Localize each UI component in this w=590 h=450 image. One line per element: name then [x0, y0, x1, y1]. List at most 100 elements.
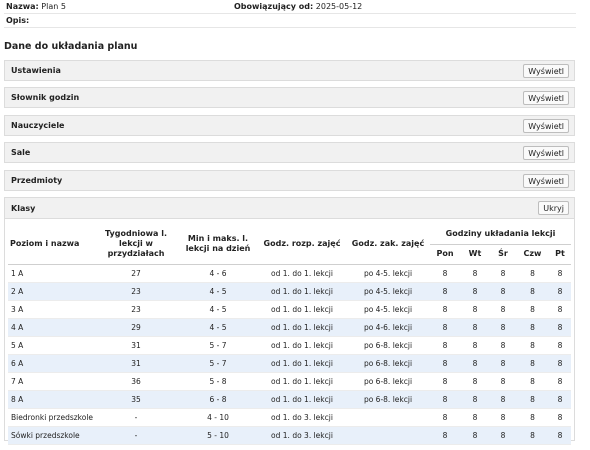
- cell-day-hours: 8: [442, 412, 448, 422]
- cell-level-name: 1 A: [11, 268, 24, 278]
- cell-day-hours: 8: [516, 282, 549, 300]
- plan-valid-value: 2025-05-12: [315, 2, 363, 11]
- plan-name-label: Nazwa:: [6, 2, 39, 11]
- cell-end-time: [346, 426, 430, 444]
- cell-day-hours: 8: [500, 304, 506, 314]
- col-header-day: Pon: [430, 244, 460, 265]
- cell-weekly-lessons: -: [94, 426, 178, 444]
- panel-przedmioty: Przedmioty Wyświetl: [4, 170, 575, 191]
- cell-level-name: 7 A: [11, 376, 24, 386]
- cell-day-hours: 8: [442, 304, 448, 314]
- cell-day-hours: 8: [472, 268, 478, 278]
- table-row: 5 A 31 5 - 7 od 1. do 1. lekcji po 6-8. lekc…: [8, 336, 572, 354]
- cell-min-max: 4 - 10: [207, 412, 229, 422]
- panel-ustawienia: Ustawienia Wyświetl: [4, 60, 575, 81]
- cell-day-hours: 8: [442, 268, 448, 278]
- cell-day-hours: 8: [430, 318, 460, 336]
- cell-weekly-lessons: 36: [131, 376, 141, 386]
- cell-weekly-lessons: 27: [131, 268, 141, 278]
- cell-end-time: po 6-8. lekcji: [363, 376, 413, 386]
- klasy-table-body: 1 A 27 4 - 6 od 1. do 1. lekcji po 4-5. lekc…: [8, 264, 572, 444]
- cell-min-max: 4 - 5: [178, 318, 258, 336]
- cell-day-hours: 8: [557, 412, 563, 422]
- cell-level-name: 8 A: [8, 390, 94, 408]
- panel-title: Nauczyciele: [11, 121, 65, 130]
- cell-day-hours: 8: [460, 390, 490, 408]
- cell-day-hours: 8: [557, 340, 563, 350]
- cell-weekly-lessons: 29: [94, 318, 178, 336]
- cell-min-max: 5 - 8: [209, 376, 227, 386]
- cell-start-time: od 1. do 1. lekcji: [271, 340, 333, 350]
- cell-weekly-lessons: -: [134, 412, 138, 422]
- table-row: 7 A 36 5 - 8 od 1. do 1. lekcji po 6-8. lekc…: [8, 372, 572, 390]
- cell-day-hours: 8: [500, 340, 506, 350]
- cell-day-hours: 8: [460, 354, 490, 372]
- plan-description-label: Opis:: [6, 16, 30, 25]
- col-header-hours-group: Godziny układania lekcji: [430, 224, 572, 245]
- cell-start-time: od 1. do 1. lekcji: [258, 282, 346, 300]
- table-row: 1 A 27 4 - 6 od 1. do 1. lekcji po 4-5. lekc…: [8, 264, 572, 282]
- table-row: 3 A 23 4 - 5 od 1. do 1. lekcji po 4-5. lekc…: [8, 300, 572, 318]
- panel-title: Sale: [11, 148, 31, 157]
- show-ustawienia-button[interactable]: Wyświetl: [523, 64, 569, 78]
- plan-name-value: Plan 5: [41, 2, 66, 11]
- cell-day-hours: 8: [500, 268, 506, 278]
- cell-day-hours: 8: [549, 354, 572, 372]
- cell-day-hours: 8: [472, 412, 478, 422]
- cell-day-hours: 8: [557, 268, 563, 278]
- col-header-day: Śr: [490, 244, 516, 265]
- show-slownik-godzin-button[interactable]: Wyświetl: [523, 91, 569, 105]
- show-sale-button[interactable]: Wyświetl: [523, 146, 569, 160]
- panel-title: Słownik godzin: [11, 93, 80, 102]
- cell-end-time: po 4-6. lekcji: [346, 318, 430, 336]
- cell-start-time: od 1. do 1. lekcji: [258, 318, 346, 336]
- cell-weekly-lessons: 23: [94, 282, 178, 300]
- col-header-level: Poziom i nazwa: [8, 224, 94, 265]
- cell-day-hours: 8: [430, 390, 460, 408]
- cell-day-hours: 8: [442, 376, 448, 386]
- cell-start-time: od 1. do 1. lekcji: [271, 304, 333, 314]
- cell-day-hours: 8: [557, 304, 563, 314]
- col-header-day: Czw: [516, 244, 549, 265]
- cell-day-hours: 8: [472, 376, 478, 386]
- cell-day-hours: 8: [500, 412, 506, 422]
- cell-weekly-lessons: 35: [94, 390, 178, 408]
- cell-min-max: 5 - 7: [178, 354, 258, 372]
- panel-nauczyciele: Nauczyciele Wyświetl: [4, 115, 575, 136]
- panel-title: Klasy: [11, 204, 36, 213]
- cell-day-hours: 8: [516, 318, 549, 336]
- cell-weekly-lessons: 23: [131, 304, 141, 314]
- cell-start-time: od 1. do 3. lekcji: [271, 412, 333, 422]
- cell-day-hours: 8: [549, 426, 572, 444]
- cell-day-hours: 8: [549, 282, 572, 300]
- panel-title: Przedmioty: [11, 176, 63, 185]
- plan-meta-row: Nazwa: Plan 5 Obowiązujący od: 2025-05-1…: [4, 0, 576, 14]
- table-row: 4 A 29 4 - 5 od 1. do 1. lekcji po 4-6. lekc…: [8, 318, 572, 336]
- cell-day-hours: 8: [430, 426, 460, 444]
- cell-day-hours: 8: [549, 318, 572, 336]
- cell-day-hours: 8: [490, 426, 516, 444]
- show-nauczyciele-button[interactable]: Wyświetl: [523, 119, 569, 133]
- cell-day-hours: 8: [460, 318, 490, 336]
- cell-end-time: po 4-5. lekcji: [363, 268, 413, 278]
- cell-day-hours: 8: [442, 340, 448, 350]
- plan-description: Opis:: [6, 16, 29, 25]
- show-przedmioty-button[interactable]: Wyświetl: [523, 174, 569, 188]
- col-header-weekly: Tygodniowa l. lekcji w przydziałach: [94, 224, 178, 265]
- cell-level-name: Sówki przedszkole: [8, 426, 94, 444]
- plan-valid-from: Obowiązujący od: 2025-05-12: [234, 2, 362, 11]
- cell-level-name: 2 A: [8, 282, 94, 300]
- plan-name: Nazwa: Plan 5: [6, 2, 66, 11]
- cell-level-name: 4 A: [8, 318, 94, 336]
- cell-min-max: 4 - 5: [178, 282, 258, 300]
- cell-day-hours: 8: [516, 426, 549, 444]
- cell-end-time: po 6-8. lekcji: [346, 390, 430, 408]
- section-title: Dane do układania planu: [4, 41, 138, 52]
- cell-start-time: od 1. do 3. lekcji: [258, 426, 346, 444]
- cell-day-hours: 8: [516, 354, 549, 372]
- table-row: 2 A 23 4 - 5 od 1. do 1. lekcji po 4-5. lekc…: [8, 282, 572, 300]
- cell-start-time: od 1. do 1. lekcji: [271, 376, 333, 386]
- cell-weekly-lessons: 31: [94, 354, 178, 372]
- hide-klasy-button[interactable]: Ukryj: [538, 201, 569, 215]
- col-header-minmax: Min i maks. l. lekcji na dzień: [178, 224, 258, 265]
